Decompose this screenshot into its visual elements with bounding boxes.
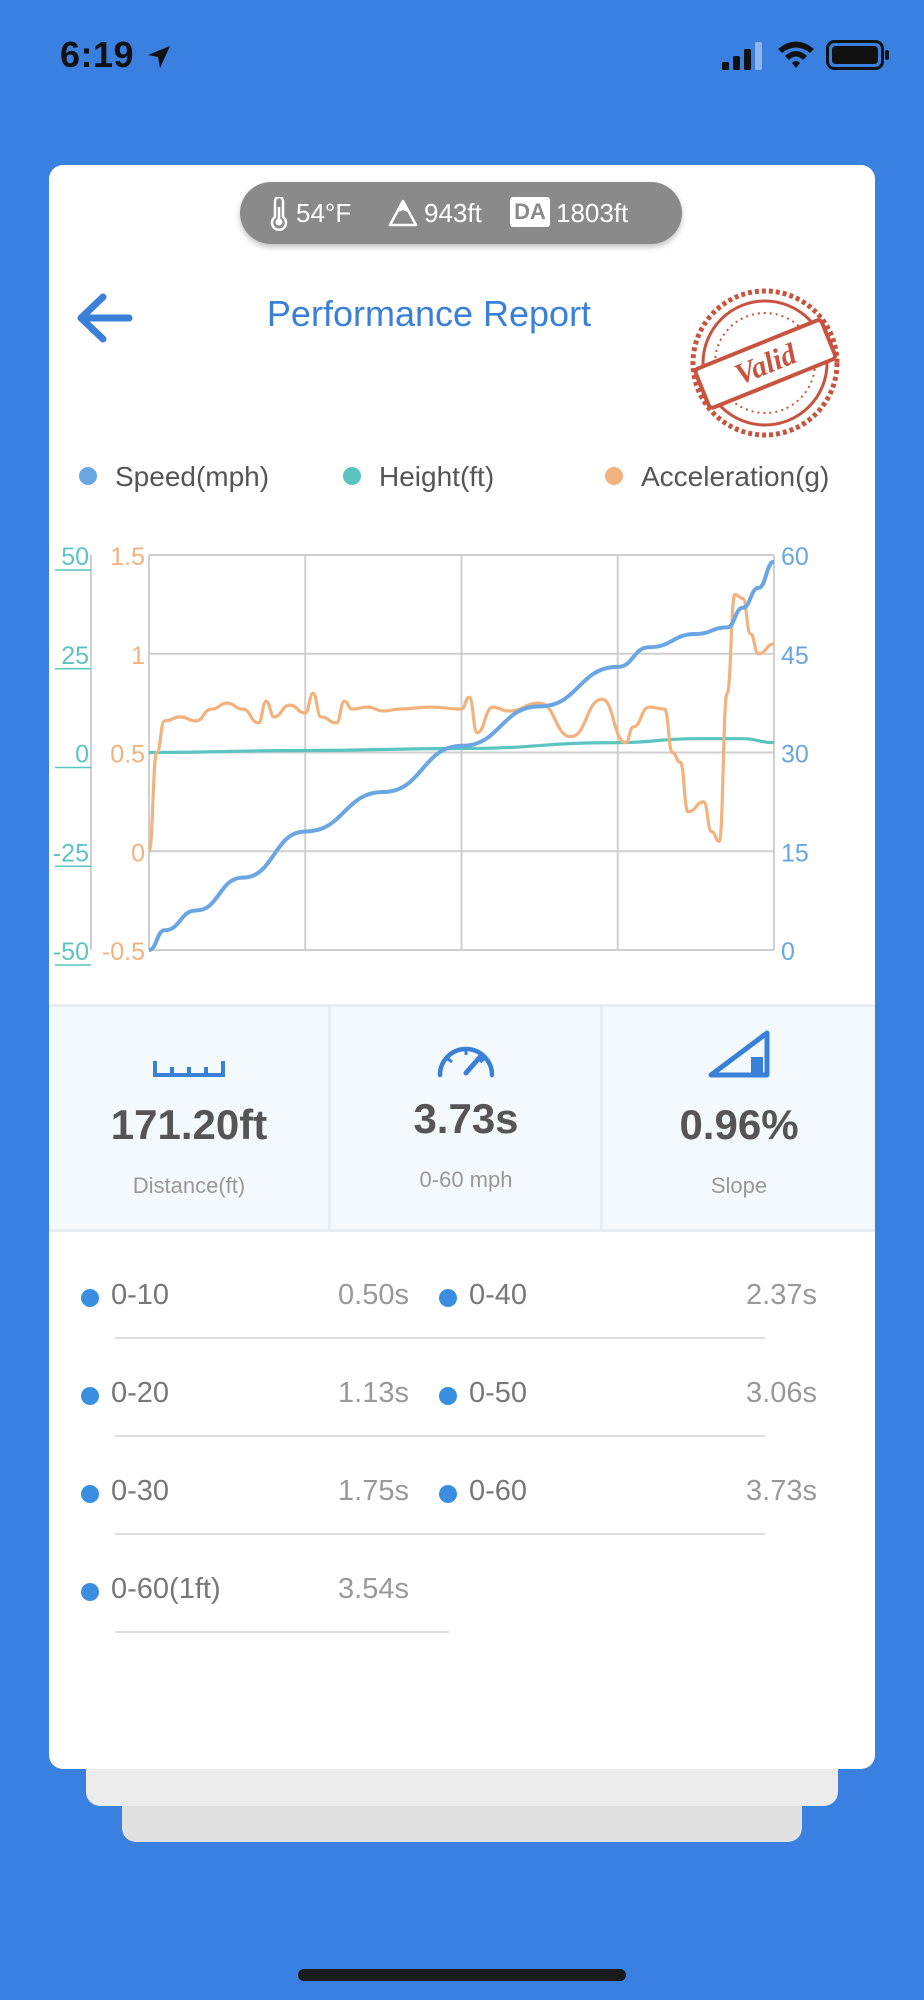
- zero-to-sixty-value: 3.73s: [331, 1095, 601, 1143]
- split-item-0-40: 0-40 2.37s: [437, 1265, 797, 1335]
- density-altitude-value: 1803ft: [556, 182, 628, 244]
- speed-axis-tick-label: 15: [781, 839, 809, 867]
- height-axis-tick-label: -25: [53, 839, 89, 867]
- speed-axis-tick-label: 0: [781, 938, 795, 966]
- split-label: 0-20: [111, 1377, 169, 1410]
- slope-icon: [705, 1025, 773, 1081]
- speed-axis-tick-label: 45: [781, 642, 809, 670]
- split-item-0-60-1ft: 0-60(1ft) 3.54s: [49, 1559, 409, 1629]
- legend-dot-height: [343, 467, 361, 485]
- legend-item-speed: Speed(mph): [79, 457, 269, 497]
- split-dot: [439, 1289, 457, 1307]
- split-label: 0-60(1ft): [111, 1573, 221, 1606]
- thermometer-icon: [268, 197, 290, 231]
- temperature-value: 54°F: [296, 182, 351, 244]
- split-label: 0-60: [469, 1475, 527, 1508]
- home-indicator: [298, 1969, 626, 1981]
- split-time: 0.50s: [338, 1279, 409, 1312]
- density-altitude-badge: DA: [510, 197, 550, 227]
- legend-label-acceleration: Acceleration(g): [641, 461, 829, 492]
- wifi-icon: [776, 38, 816, 70]
- speed-axis-tick-label: 30: [781, 741, 809, 769]
- split-item-0-20: 0-20 1.13s: [49, 1363, 409, 1433]
- split-dot: [81, 1387, 99, 1405]
- summary-stats-row: 171.20ft Distance(ft) 3.73s 0-60 mph 0.9…: [49, 1004, 875, 1232]
- slope-label: Slope: [603, 1173, 875, 1199]
- split-item-0-10: 0-10 0.50s: [49, 1265, 409, 1335]
- zero-to-sixty-label: 0-60 mph: [331, 1167, 601, 1193]
- split-dot: [439, 1387, 457, 1405]
- battery-icon: [826, 38, 890, 72]
- split-time: 3.06s: [746, 1377, 817, 1410]
- legend-item-height: Height(ft): [343, 457, 494, 497]
- distance-value: 171.20ft: [49, 1101, 329, 1149]
- split-time: 2.37s: [746, 1279, 817, 1312]
- status-bar: 6:19: [0, 0, 924, 110]
- split-divider: [115, 1631, 449, 1633]
- chart-legend: Speed(mph) Height(ft) Acceleration(g): [49, 457, 875, 497]
- split-label: 0-40: [469, 1279, 527, 1312]
- split-dot: [81, 1485, 99, 1503]
- acceleration-axis-tick-label: -0.5: [102, 938, 145, 966]
- split-label: 0-50: [469, 1377, 527, 1410]
- acceleration-axis-tick-label: 0: [131, 839, 145, 867]
- speedometer-icon: [434, 1035, 498, 1081]
- height-axis-tick-label: 0: [75, 741, 89, 769]
- split-label: 0-10: [111, 1279, 169, 1312]
- split-item-0-50: 0-50 3.06s: [437, 1363, 797, 1433]
- valid-stamp-icon: Valid: [685, 283, 845, 443]
- legend-label-height: Height(ft): [379, 461, 494, 492]
- slope-value: 0.96%: [603, 1101, 875, 1149]
- legend-label-speed: Speed(mph): [115, 461, 269, 492]
- altitude-value: 943ft: [424, 182, 482, 244]
- status-time: 6:19: [60, 34, 134, 76]
- legend-item-acceleration: Acceleration(g): [605, 457, 829, 497]
- legend-dot-speed: [79, 467, 97, 485]
- performance-report-card: 54°F 943ft DA 1803ft Performance Report …: [49, 165, 875, 1769]
- location-arrow-icon: [146, 44, 172, 70]
- split-dot: [81, 1583, 99, 1601]
- acceleration-axis-tick-label: 1: [131, 642, 145, 670]
- stat-distance: 171.20ft Distance(ft): [49, 1007, 329, 1229]
- split-time: 3.73s: [746, 1475, 817, 1508]
- cellular-signal-icon: [722, 40, 766, 70]
- split-item-0-30: 0-30 1.75s: [49, 1461, 409, 1531]
- split-item-0-60: 0-60 3.73s: [437, 1461, 797, 1531]
- ruler-icon: [152, 1053, 226, 1083]
- split-times-list: 0-10 0.50s 0-40 2.37s 0-20 1.13s 0-50 3.…: [49, 1265, 875, 1665]
- split-label: 0-30: [111, 1475, 169, 1508]
- height-axis-tick-label: 25: [61, 642, 89, 670]
- speed-axis-tick-label: 60: [781, 543, 809, 571]
- height-axis-tick-label: -50: [53, 938, 89, 966]
- split-divider: [115, 1435, 765, 1437]
- environment-conditions-pill: 54°F 943ft DA 1803ft: [240, 182, 682, 244]
- split-dot: [81, 1289, 99, 1307]
- split-divider: [115, 1337, 765, 1339]
- split-time: 3.54s: [338, 1573, 409, 1606]
- page-title: Performance Report: [209, 293, 649, 335]
- legend-dot-acceleration: [605, 467, 623, 485]
- split-time: 1.75s: [338, 1475, 409, 1508]
- height-axis-tick-label: 50: [61, 543, 89, 571]
- acceleration-axis-tick-label: 0.5: [110, 741, 145, 769]
- split-divider: [115, 1533, 765, 1535]
- split-time: 1.13s: [338, 1377, 409, 1410]
- stat-zero-to-sixty: 3.73s 0-60 mph: [331, 1007, 601, 1229]
- stat-slope: 0.96% Slope: [603, 1007, 875, 1229]
- split-dot: [439, 1485, 457, 1503]
- acceleration-axis-tick-label: 1.5: [110, 543, 145, 571]
- mountain-altitude-icon: [388, 198, 418, 228]
- distance-label: Distance(ft): [49, 1173, 329, 1199]
- back-arrow-button[interactable]: [69, 283, 139, 353]
